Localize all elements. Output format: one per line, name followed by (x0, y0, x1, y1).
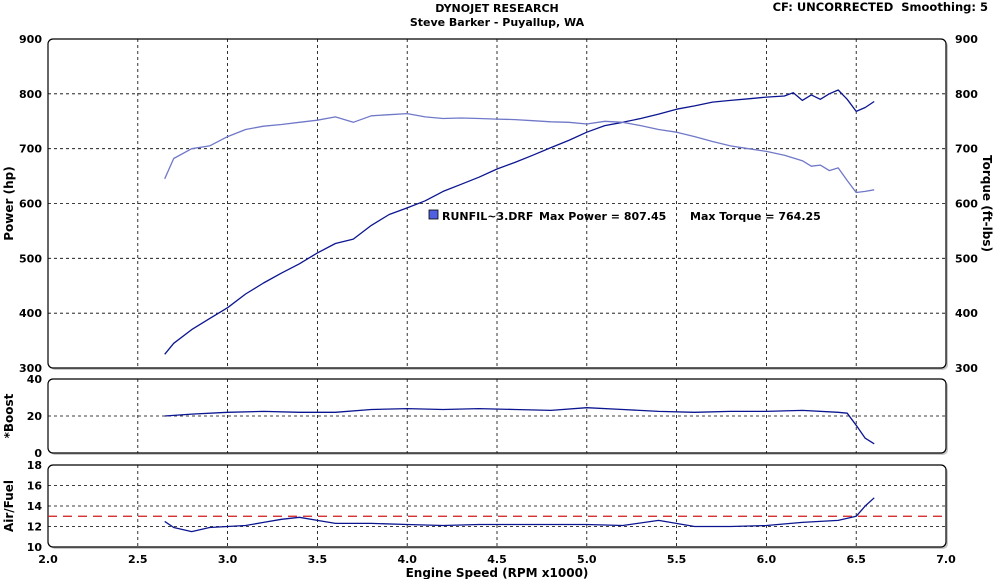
power-series-line (164, 89, 875, 355)
x-tick-label: 5.5 (667, 553, 687, 566)
torque-y-tick-label: 900 (955, 33, 978, 46)
power-torque-y-tick-label: 800 (19, 88, 42, 101)
power-torque-y-tick-label: 700 (19, 143, 42, 156)
power-torque-y-axis-label: Power (hp) (2, 166, 16, 240)
chart-subtitle: Steve Barker - Puyallup, WA (409, 16, 585, 29)
legend-max-torque: Max Torque = 764.25 (690, 210, 821, 223)
chart-title: DYNOJET RESEARCH (435, 2, 559, 15)
torque-y-tick-label: 300 (955, 362, 978, 375)
air-fuel-y-tick-label: 18 (27, 459, 42, 472)
legend-marker (428, 209, 439, 220)
x-tick-label: 6.5 (846, 553, 866, 566)
x-tick-label: 3.0 (218, 553, 238, 566)
power-torque-y-tick-label: 400 (19, 307, 42, 320)
boost-series-line (164, 407, 875, 445)
boost-y-tick-label: 0 (34, 447, 42, 460)
torque-series-line (164, 112, 875, 194)
power-torque-y-tick-label: 900 (19, 33, 42, 46)
air-fuel-y-tick-label: 10 (27, 541, 43, 554)
torque-y-tick-label: 800 (955, 88, 978, 101)
power-torque-y-tick-label: 300 (19, 362, 42, 375)
x-tick-label: 2.0 (38, 553, 58, 566)
x-tick-label: 6.0 (757, 553, 777, 566)
x-tick-label: 4.0 (397, 553, 417, 566)
torque-y-tick-label: 600 (955, 198, 978, 211)
power-torque-y-tick-label: 600 (19, 198, 42, 211)
x-tick-label: 5.0 (577, 553, 597, 566)
boost-y-tick-label: 40 (27, 373, 43, 386)
boost-y-axis-label: *Boost (2, 393, 16, 438)
air-fuel-series-line (164, 497, 875, 533)
air-fuel-y-tick-label: 14 (27, 500, 43, 513)
boost-y-tick-label: 20 (27, 410, 43, 423)
x-tick-label: 4.5 (487, 553, 507, 566)
air-fuel-y-axis-label: Air/Fuel (2, 480, 16, 532)
torque-y-tick-label: 500 (955, 252, 978, 265)
legend-max-power: Max Power = 807.45 (539, 210, 666, 223)
x-axis-label: Engine Speed (RPM x1000) (406, 566, 589, 579)
x-tick-label: 7.0 (936, 553, 956, 566)
air-fuel-y-tick-label: 16 (27, 480, 43, 493)
torque-y-tick-label: 700 (955, 143, 978, 156)
torque-y-tick-label: 400 (955, 307, 978, 320)
correction-smoothing-label: CF: UNCORRECTED Smoothing: 5 (772, 0, 988, 14)
air-fuel-y-tick-label: 12 (27, 521, 42, 534)
x-tick-label: 2.5 (128, 553, 148, 566)
power-torque-y-tick-label: 500 (19, 252, 42, 265)
torque-y-axis-label: Torque (ft-lbs) (980, 155, 994, 252)
legend-run-file: RUNFIL~3.DRF (442, 210, 533, 223)
x-tick-label: 3.5 (308, 553, 328, 566)
